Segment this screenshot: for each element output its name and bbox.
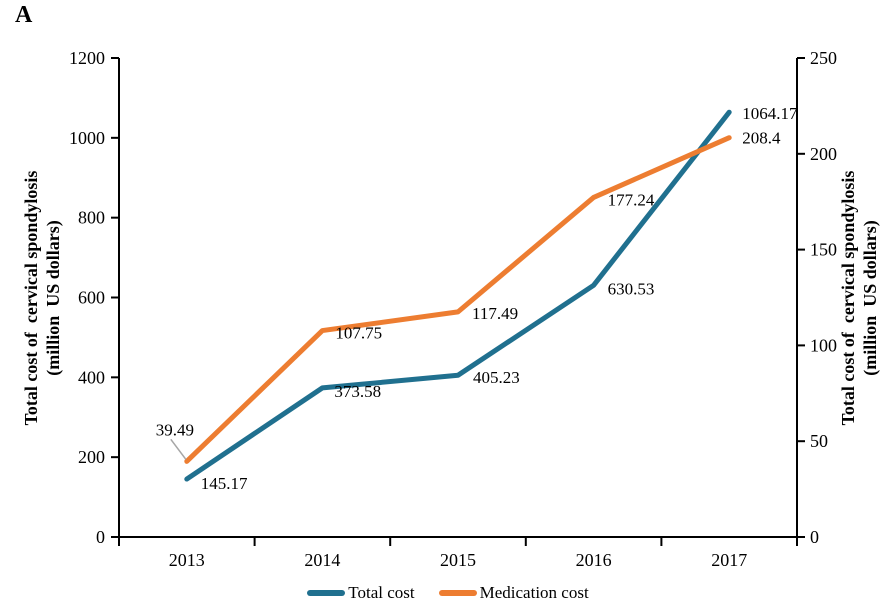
total-cost-data-label: 630.53	[608, 279, 655, 298]
medication-cost-data-label: 107.75	[335, 324, 382, 343]
chart-legend: Total cost Medication cost	[0, 580, 896, 606]
medication-cost-data-label: 39.49	[156, 420, 194, 439]
left-axis-title-line1: Total cost of cervical spondylosis	[21, 170, 41, 426]
medication-cost-line-swatch	[438, 590, 477, 596]
left-axis-title-line2: (million US dollars)	[43, 220, 63, 376]
total-cost-line-swatch	[307, 590, 346, 596]
right-axis-tick-label: 50	[810, 431, 828, 451]
legend-item-total-cost: Total cost	[307, 583, 415, 603]
x-axis-category-label: 2017	[711, 550, 747, 570]
medication-cost-data-label: 177.24	[608, 190, 655, 209]
right-axis-title: Total cost of cervical spondylosis (mill…	[837, 58, 883, 538]
total-cost-data-label: 373.58	[334, 382, 381, 401]
x-axis-category-label: 2014	[304, 550, 340, 570]
right-axis-tick-label: 250	[810, 48, 837, 68]
right-axis-title-line2: (million US dollars)	[860, 220, 880, 376]
x-axis-category-label: 2015	[440, 550, 476, 570]
right-axis-tick-label: 100	[810, 335, 837, 355]
medication-cost-data-label: 117.49	[472, 304, 518, 323]
left-axis-tick-label: 800	[78, 208, 105, 228]
medication-cost-data-label: 208.4	[742, 129, 781, 148]
legend-label-medication-cost: Medication cost	[479, 583, 589, 602]
left-axis-tick-label: 600	[78, 288, 105, 308]
right-axis-tick-label: 150	[810, 240, 837, 260]
total-cost-data-label: 1064.17	[742, 104, 798, 123]
data-label-leader-line	[170, 438, 187, 460]
left-axis-tick-label: 400	[78, 367, 105, 387]
total-cost-data-label: 405.23	[473, 368, 520, 387]
left-axis-tick-label: 1200	[69, 48, 105, 68]
left-axis-title: Total cost of cervical spondylosis (mill…	[20, 58, 66, 538]
medication-cost-line	[184, 135, 732, 464]
x-axis-category-label: 2016	[576, 550, 612, 570]
right-axis-tick-label: 0	[810, 527, 819, 547]
right-axis-tick-label: 200	[810, 144, 837, 164]
total-cost-line	[184, 109, 732, 482]
left-axis-tick-label: 200	[78, 447, 105, 467]
x-axis-category-label: 2013	[169, 550, 205, 570]
left-axis-tick-label: 1000	[69, 128, 105, 148]
left-axis-tick-label: 0	[96, 527, 105, 547]
total-cost-data-label: 145.17	[201, 474, 248, 493]
panel-letter-label: A	[15, 2, 33, 28]
right-axis-title-line1: Total cost of cervical spondylosis	[838, 170, 858, 426]
legend-item-medication-cost: Medication cost	[438, 583, 589, 603]
legend-label-total-cost: Total cost	[348, 583, 415, 602]
